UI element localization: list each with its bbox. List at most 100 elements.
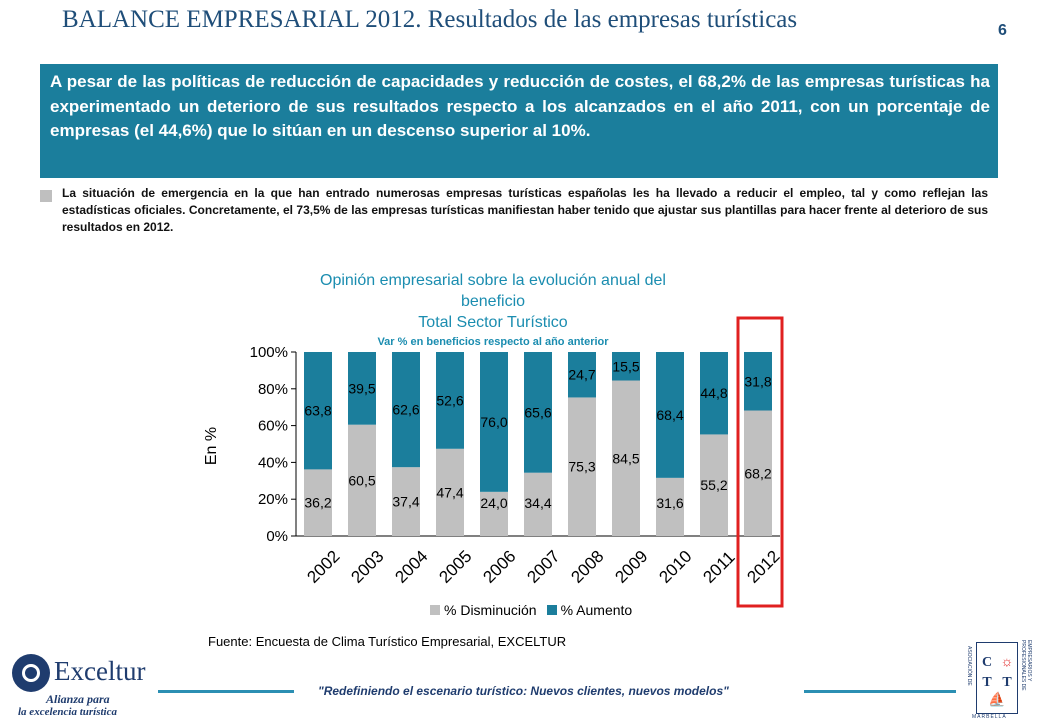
x-tick-label: 2004 [391,547,431,587]
bar-disminucion [700,434,728,536]
bar-disminucion [304,469,332,536]
bar-disminucion [348,424,376,536]
bar-disminucion [744,410,772,536]
x-tick-label: 2012 [743,547,783,587]
bullet-square-icon [40,190,52,202]
data-label-disminucion: 34,4 [524,495,551,511]
association-logo-left-text: ASOCIACIÓN DE [966,646,972,686]
bar-aumento [656,352,684,478]
legend-swatch-aumento [546,605,557,615]
y-tick-label: 80% [258,381,288,398]
chart-title-line: Opinión empresarial sobre la evolución a… [320,272,666,289]
data-label-aumento: 76,0 [480,414,507,430]
association-logo-letter: T [982,675,992,690]
legend-label-disminucion: % Disminución [444,602,537,618]
association-logo-frame: C ☼ T T ⛵ [976,642,1018,714]
highlight-2012-frame [736,316,784,608]
body-paragraph: La situación de emergencia en la que han… [62,186,988,234]
x-tick-label: 2010 [655,547,695,587]
data-label-aumento: 39,5 [348,380,375,396]
bar-disminucion [656,477,684,536]
association-logo-sun-icon: ☼ [1000,655,1014,670]
footer-divider [158,690,294,693]
data-label-disminucion: 37,4 [392,494,419,510]
y-tick-label: 40% [258,454,288,471]
data-label-disminucion: 36,2 [304,495,331,511]
x-tick-label: 2003 [347,547,387,587]
legend-item-aumento: % Aumento [546,602,633,618]
chart-subtitle: Var % en beneficios respecto al año ante… [377,336,609,348]
y-tick-label: 60% [258,418,288,435]
x-tick-label: 2005 [435,547,475,587]
data-label-disminucion: 60,5 [348,472,375,488]
bar-aumento [612,352,640,381]
page-number: 6 [998,22,1007,39]
chart-title-line: Total Sector Turístico [418,314,568,331]
exceltur-logo: Exceltur Alianza para la excelencia turí… [12,654,152,718]
footer-divider [804,690,956,693]
bar-disminucion [568,397,596,536]
x-tick-label: 2009 [611,547,651,587]
bar-disminucion [480,491,508,536]
bar-aumento [304,352,332,470]
bar-disminucion [524,472,552,536]
association-logo-letter: T [1002,675,1012,690]
exceltur-logo-tagline: Alianza para [46,692,110,706]
footer-tagline: "Redefiniendo el escenario turístico: Nu… [318,684,729,698]
data-label-aumento: 31,8 [744,373,771,389]
chart-source: Fuente: Encuesta de Clima Turístico Empr… [208,634,567,649]
association-logo-letter: C [981,655,993,670]
association-logo-sail-icon: ⛵ [988,693,1006,708]
data-label-disminucion: 47,4 [436,484,463,500]
bar-aumento [700,352,728,435]
association-logo: ASOCIACIÓN DE C ☼ T T ⛵ EMPRESARIOS Y PR… [966,636,1032,720]
data-label-disminucion: 24,0 [480,495,507,511]
page-title: BALANCE EMPRESARIAL 2012. Resultados de … [62,6,798,33]
data-label-aumento: 62,6 [392,402,419,418]
chart-title: Opinión empresarial sobre la evolución a… [230,270,756,333]
data-label-aumento: 24,7 [568,367,595,383]
legend-item-disminucion: % Disminución [430,602,537,618]
bar-disminucion [392,467,420,536]
bar-disminucion [612,380,640,536]
association-logo-side-text: EMPRESARIOS Y PROFESIONALES DE [1020,640,1032,691]
x-tick-label: 2006 [479,547,519,587]
bar-disminucion [436,448,464,536]
chart-legend: % Disminución % Aumento [430,602,642,618]
legend-label-aumento: % Aumento [560,602,633,618]
data-label-aumento: 68,4 [656,407,683,423]
chart-title-line: beneficio [460,293,526,310]
data-label-aumento: 52,6 [436,392,463,408]
data-label-disminucion: 31,6 [656,495,683,511]
data-label-disminucion: 55,2 [700,477,727,493]
exceltur-logo-icon [12,654,50,692]
data-label-disminucion: 84,5 [612,450,639,466]
data-label-aumento: 44,8 [700,385,727,401]
bar-aumento [348,352,376,425]
x-tick-label: 2011 [699,548,738,587]
exceltur-logo-tagline: la excelencia turística [18,706,117,718]
data-label-aumento: 65,6 [524,404,551,420]
association-logo-bottom-text: MARBELLA [972,714,1007,720]
data-label-aumento: 15,5 [612,358,639,374]
data-label-disminucion: 68,2 [744,465,771,481]
legend-swatch-disminucion [430,605,440,615]
x-tick-label: 2008 [567,547,607,587]
data-label-disminucion: 75,3 [568,459,595,475]
highlight-banner: A pesar de las políticas de reducción de… [40,64,998,178]
bar-aumento [392,352,420,468]
y-tick-label: 100% [250,344,288,361]
bar-aumento [480,352,508,492]
y-tick-label: 0% [266,528,288,545]
exceltur-logo-name: Exceltur [54,656,146,686]
y-tick-label: 20% [258,491,288,508]
bar-aumento [524,352,552,473]
bar-aumento [436,352,464,449]
bar-aumento [744,352,772,411]
x-tick-label: 2007 [523,547,563,587]
bar-aumento [568,352,596,398]
x-tick-label: 2002 [303,547,343,587]
y-axis-title: En % [203,427,220,465]
data-label-aumento: 63,8 [304,403,331,419]
